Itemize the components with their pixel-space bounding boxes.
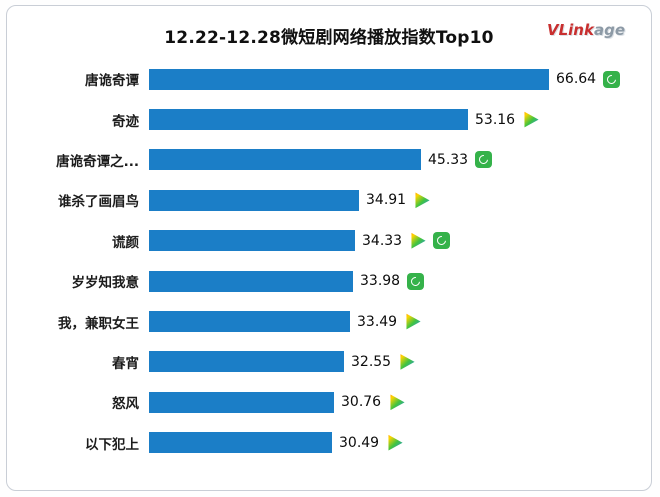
bar-value: 32.55 (351, 353, 392, 370)
bar-value: 33.98 (360, 273, 401, 290)
platform-icons (603, 70, 621, 88)
logo-part-2: age (593, 21, 625, 39)
chart-row: 怒风 30.76 (7, 382, 651, 422)
bar-label: 唐诡奇谭 (85, 73, 139, 90)
bar (149, 351, 344, 373)
iqiyi-icon (475, 151, 493, 169)
chart-title: 12.22-12.28微短剧网络播放指数Top10 (164, 28, 494, 48)
platform-icons (398, 353, 415, 370)
chart-row: 唐诡奇谭 66.64 (7, 59, 651, 99)
chart-rows: 唐诡奇谭 66.64 奇迹 53.16 唐诡奇谭之... 45.33 谁杀了画眉鸟 34.91… (7, 59, 651, 463)
tencent-video-icon (406, 313, 421, 330)
platform-icons (404, 313, 421, 330)
tencent-video-icon (390, 394, 405, 411)
bar-value: 34.33 (362, 232, 403, 249)
chart-row: 奇迹 53.16 (7, 99, 651, 139)
bar-value: 30.76 (341, 394, 382, 411)
chart-row: 唐诡奇谭之... 45.33 (7, 140, 651, 180)
tencent-video-icon (524, 111, 539, 128)
bar (149, 230, 355, 252)
bar-label: 谎颜 (112, 234, 139, 251)
bar (149, 432, 332, 454)
iqiyi-icon (433, 232, 451, 250)
chart-row: 谁杀了画眉鸟 34.91 (7, 180, 651, 220)
vlinkage-logo: VLinkage (547, 21, 625, 39)
chart-card: 12.22-12.28微短剧网络播放指数Top10 VLinkage 唐诡奇谭 6… (6, 5, 652, 491)
bar-label: 怒风 (112, 396, 139, 413)
tencent-video-icon (415, 192, 430, 209)
chart-row: 以下犯上 30.49 (7, 423, 651, 463)
bar-label: 以下犯上 (85, 436, 139, 453)
bar (149, 149, 421, 171)
bar-label: 我，兼职女王 (58, 315, 139, 332)
bar (149, 391, 334, 413)
bar-value: 34.91 (366, 192, 407, 209)
bar-label: 谁杀了画眉鸟 (58, 194, 139, 211)
chart-row: 春宵 32.55 (7, 342, 651, 382)
platform-icons (522, 111, 539, 128)
platform-icons (407, 272, 425, 290)
bar (149, 68, 549, 90)
bar-label: 岁岁知我意 (71, 275, 140, 292)
bar (149, 109, 468, 131)
platform-icons (409, 232, 451, 250)
logo-part-1: VLink (546, 21, 594, 39)
bar-value: 30.49 (339, 434, 380, 451)
bar (149, 270, 353, 292)
platform-icons (388, 394, 405, 411)
bar (149, 189, 359, 211)
tencent-video-icon (388, 434, 403, 451)
platform-icons (475, 151, 493, 169)
chart-row: 我，兼职女王 33.49 (7, 301, 651, 341)
bar-value: 53.16 (475, 111, 516, 128)
chart-row: 谎颜 34.33 (7, 221, 651, 261)
platform-icons (386, 434, 403, 451)
chart-row: 岁岁知我意 33.98 (7, 261, 651, 301)
bar-value: 33.49 (357, 313, 398, 330)
platform-icons (413, 192, 430, 209)
bar-label: 春宵 (112, 355, 139, 372)
bar-value: 66.64 (556, 71, 597, 88)
tencent-video-icon (411, 232, 426, 249)
tencent-video-icon (400, 354, 415, 370)
bar-label: 奇迹 (112, 113, 139, 130)
iqiyi-icon (407, 272, 425, 290)
bar-value: 45.33 (428, 151, 469, 168)
bar-label: 唐诡奇谭之... (56, 153, 139, 170)
iqiyi-icon (603, 70, 621, 88)
bar (149, 311, 350, 333)
